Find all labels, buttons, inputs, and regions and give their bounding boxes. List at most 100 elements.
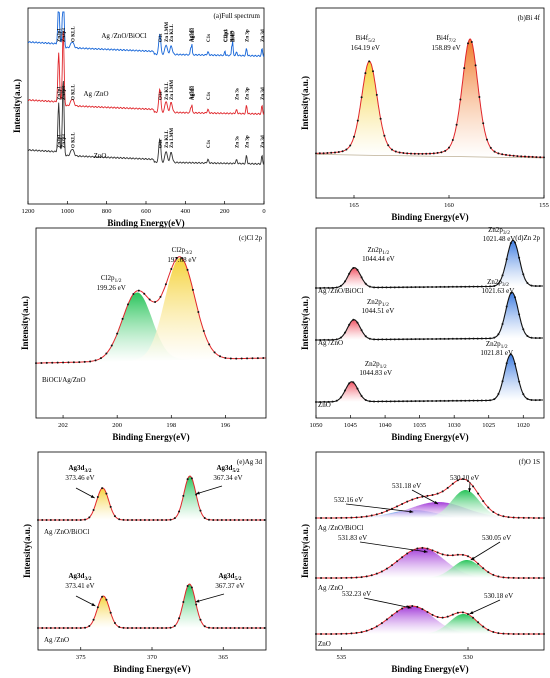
data-point <box>381 400 384 403</box>
data-point <box>537 516 540 519</box>
data-point <box>467 613 469 616</box>
data-point <box>389 400 392 403</box>
data-point <box>105 352 108 355</box>
data-point <box>502 632 505 635</box>
data-point <box>509 242 512 245</box>
data-point <box>482 500 485 503</box>
peak-value: 199.26 eV <box>97 284 126 292</box>
data-point <box>364 72 367 75</box>
data-point <box>391 148 393 151</box>
spectrum-line <box>28 30 264 116</box>
data-point <box>169 626 172 629</box>
data-point <box>58 519 61 521</box>
data-point <box>352 381 355 384</box>
data-point <box>122 518 125 521</box>
data-point <box>160 518 163 521</box>
data-point <box>84 626 87 629</box>
peak-annotation: Zn2p3 <box>62 28 67 42</box>
data-point <box>451 337 454 340</box>
data-point <box>356 321 359 324</box>
data-point <box>229 357 232 360</box>
data-point <box>364 335 367 338</box>
data-point <box>131 518 134 521</box>
data-point <box>501 322 504 325</box>
y-axis-label: Intensity(a.u.) <box>20 296 30 350</box>
data-point <box>83 360 86 363</box>
data-point <box>37 627 39 629</box>
data-point <box>431 399 434 402</box>
data-point <box>402 338 405 341</box>
data-point <box>451 554 454 557</box>
x-axis-label: Binding Energy(eV) <box>391 432 468 442</box>
peak-annotation: C1s <box>207 34 212 42</box>
data-point <box>477 492 480 495</box>
data-point <box>135 519 138 521</box>
data-point <box>105 492 108 495</box>
data-point <box>325 516 328 519</box>
plot-frame <box>35 227 267 419</box>
data-point <box>441 616 444 619</box>
data-point <box>468 399 471 402</box>
data-point <box>380 570 383 573</box>
data-point <box>451 139 454 142</box>
data-point <box>216 626 219 629</box>
data-point <box>345 148 348 151</box>
data-point <box>255 627 258 629</box>
x-tick-label: 365 <box>218 654 228 661</box>
x-tick-label: 535 <box>336 654 346 661</box>
data-point <box>530 398 533 401</box>
data-point <box>242 519 245 521</box>
data-point <box>170 268 173 271</box>
data-point <box>335 576 338 579</box>
data-point <box>377 286 380 289</box>
data-point <box>446 554 449 557</box>
data-point <box>472 285 475 288</box>
data-point <box>539 156 542 159</box>
data-point <box>339 396 342 399</box>
data-point <box>526 397 529 400</box>
data-point <box>323 338 326 341</box>
peak-annotation: O KLL <box>71 26 76 42</box>
peak-label: Zn2p1/2 <box>365 360 387 370</box>
data-point <box>385 567 388 570</box>
peak-fill <box>321 61 417 156</box>
data-point <box>54 519 57 521</box>
data-point <box>339 336 342 339</box>
peak-annotation: O KLL <box>71 84 76 100</box>
data-point <box>213 351 216 354</box>
data-point <box>389 286 392 289</box>
peak-annotation: O1s <box>159 92 164 100</box>
data-point <box>391 614 393 617</box>
peak-label: Zn2p3/2 <box>488 226 510 236</box>
data-point <box>448 146 450 149</box>
data-point <box>325 632 328 635</box>
data-point <box>377 400 380 403</box>
data-point <box>319 338 322 341</box>
data-point <box>432 152 435 155</box>
peak-annotation: Zn KLL <box>165 129 170 148</box>
data-point <box>464 399 467 402</box>
data-point <box>410 400 413 403</box>
arrow-head <box>469 611 474 614</box>
data-point <box>518 380 521 383</box>
plot-frame <box>315 7 545 199</box>
data-point <box>426 338 429 341</box>
peak-fill <box>491 292 533 339</box>
data-point <box>472 399 475 402</box>
peak-fill <box>72 292 203 363</box>
data-point <box>137 289 140 292</box>
data-point <box>315 516 317 519</box>
fit-envelope <box>316 547 544 579</box>
data-point <box>391 564 393 567</box>
data-point <box>455 399 458 402</box>
panel-c: 202 200 198 196 Binding Energy(eV) Intensity(… <box>20 227 267 442</box>
data-point <box>414 286 417 289</box>
data-point <box>156 626 159 629</box>
data-point <box>396 610 399 613</box>
peak-annotation: Zn2p3 <box>62 134 67 148</box>
data-point <box>331 286 334 289</box>
data-point <box>315 576 317 579</box>
data-point <box>439 285 442 288</box>
data-point <box>335 286 338 289</box>
data-point <box>229 519 232 521</box>
